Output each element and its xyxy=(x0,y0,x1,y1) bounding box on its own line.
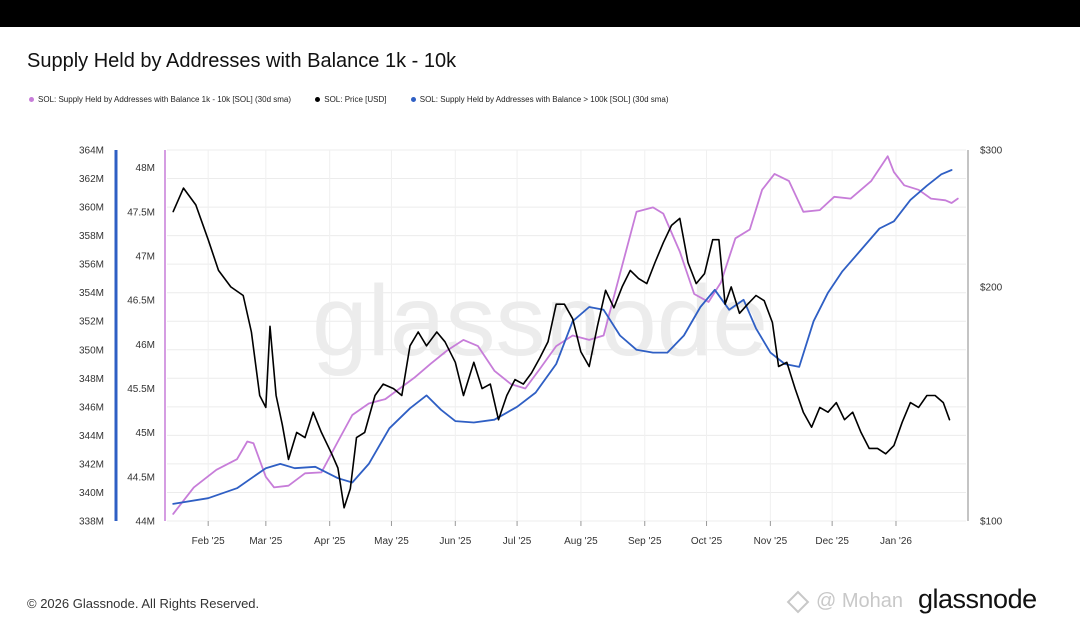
chart-legend: SOL: Supply Held by Addresses with Balan… xyxy=(29,95,691,104)
y-tick-left-inner: 44.5M xyxy=(127,472,155,483)
y-tick-left-inner: 47M xyxy=(136,252,155,263)
x-tick-label: Sep '25 xyxy=(628,536,662,547)
y-tick-left-outer: 340M xyxy=(79,488,104,499)
x-tick-label: Jan '26 xyxy=(880,536,912,547)
y-tick-right: $100 xyxy=(980,517,1003,528)
chart-series xyxy=(172,155,959,515)
legend-swatch-price xyxy=(315,97,321,103)
diamond-icon xyxy=(786,590,810,614)
y-tick-left-inner: 44M xyxy=(136,517,155,528)
y-tick-left-outer: 338M xyxy=(79,517,104,528)
y-tick-left-outer: 352M xyxy=(79,317,104,328)
x-tick-label: Apr '25 xyxy=(314,536,346,547)
y-tick-left-outer: 344M xyxy=(79,431,104,442)
legend-label-100k: SOL: Supply Held by Addresses with Balan… xyxy=(419,95,669,104)
legend-item-1k-10k[interactable]: SOL: Supply Held by Addresses with Balan… xyxy=(29,95,291,104)
y-tick-left-outer: 358M xyxy=(79,231,104,242)
legend-item-price[interactable]: SOL: Price [USD] xyxy=(315,95,387,104)
y-tick-left-outer: 364M xyxy=(79,146,104,157)
y-tick-left-inner: 45M xyxy=(136,428,155,439)
y-tick-left-outer: 362M xyxy=(79,174,104,185)
glassnode-watermark: glassnode xyxy=(312,265,768,377)
y-tick-left-outer: 360M xyxy=(79,203,104,214)
copyright-text: © 2026 Glassnode. All Rights Reserved. xyxy=(27,596,260,611)
x-tick-label: Jul '25 xyxy=(503,536,532,547)
y-tick-left-inner: 45.5M xyxy=(127,384,155,395)
author-name: @ Mohan xyxy=(816,590,904,612)
x-tick-label: Oct '25 xyxy=(691,536,723,547)
y-tick-right: $300 xyxy=(980,146,1003,157)
x-tick-label: Aug '25 xyxy=(564,536,598,547)
glassnode-logo: glassnode xyxy=(918,584,1037,614)
y-tick-left-inner: 46.5M xyxy=(127,296,155,307)
top-black-bar xyxy=(0,0,1080,27)
series-line-1k-10k xyxy=(172,155,959,515)
grid-lines xyxy=(167,149,966,522)
y-tick-left-outer: 342M xyxy=(79,459,104,470)
y-tick-right: $200 xyxy=(980,282,1003,293)
x-tick-label: May '25 xyxy=(374,536,409,547)
y-tick-left-inner: 46M xyxy=(136,340,155,351)
legend-swatch-100k xyxy=(410,97,416,103)
chart-axes: 364M 362M 360M 358M 356M 354M 352M 350M 348M 346M… xyxy=(79,146,1003,548)
y-tick-left-outer: 350M xyxy=(79,345,104,356)
series-line-100k xyxy=(172,169,953,505)
x-tick-label: Jun '25 xyxy=(439,536,471,547)
chart-title: Supply Held by Addresses with Balance 1k… xyxy=(27,50,457,72)
legend-item-100k[interactable]: SOL: Supply Held by Addresses with Balan… xyxy=(410,95,669,104)
series-line-price xyxy=(172,187,951,509)
legend-label-price: SOL: Price [USD] xyxy=(324,95,387,104)
y-tick-left-outer: 356M xyxy=(79,260,104,271)
author-watermark: @ Mohan xyxy=(786,590,904,614)
x-tick-label: Mar '25 xyxy=(249,536,282,547)
y-tick-left-outer: 348M xyxy=(79,374,104,385)
y-tick-left-inner: 47.5M xyxy=(127,207,155,218)
y-tick-left-outer: 354M xyxy=(79,288,104,299)
y-tick-left-outer: 346M xyxy=(79,402,104,413)
x-tick-label: Nov '25 xyxy=(754,536,788,547)
x-tick-label: Feb '25 xyxy=(192,536,225,547)
y-tick-left-inner: 48M xyxy=(136,163,155,174)
legend-swatch-1k-10k xyxy=(29,97,34,103)
legend-label-1k-10k: SOL: Supply Held by Addresses with Balan… xyxy=(38,95,292,104)
x-tick-label: Dec '25 xyxy=(815,536,849,547)
